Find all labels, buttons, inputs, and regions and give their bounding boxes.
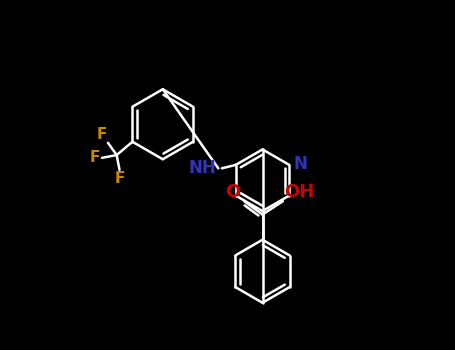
Text: F: F <box>96 127 107 142</box>
Text: NH: NH <box>189 159 217 177</box>
Text: F: F <box>90 150 100 165</box>
Text: O: O <box>226 183 241 201</box>
Text: N: N <box>293 155 307 173</box>
Text: OH: OH <box>284 183 314 201</box>
Text: F: F <box>114 171 125 186</box>
